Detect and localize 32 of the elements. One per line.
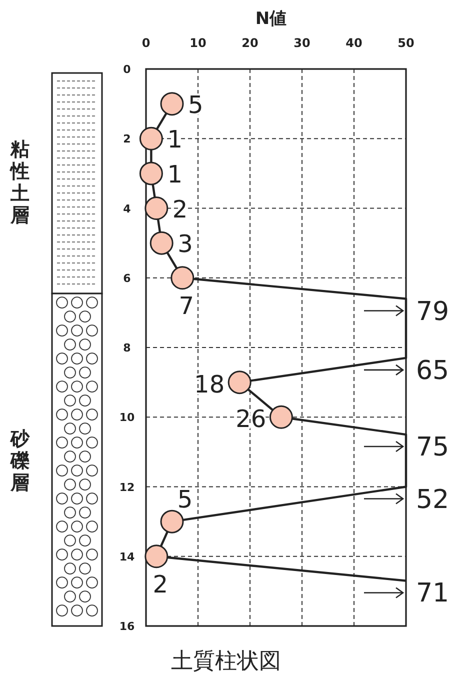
- annotation: 75: [416, 432, 450, 463]
- data-label: 5: [177, 486, 193, 514]
- annotation: 粘性土層: [10, 138, 30, 226]
- x-axis-title: N値: [255, 9, 287, 29]
- data-label: 5: [188, 90, 204, 119]
- annotation: 52: [416, 484, 450, 515]
- x-tick-label: 20: [242, 36, 258, 50]
- data-label: 3: [178, 230, 193, 258]
- x-tick-label: 50: [398, 36, 414, 50]
- y-tick-label: 6: [123, 272, 132, 285]
- y-tick-label: 4: [123, 202, 132, 216]
- annotation: 砂礫層: [10, 428, 30, 494]
- y-tick-label: 12: [119, 480, 135, 494]
- text: 土質柱状図: [171, 649, 281, 674]
- y-tick-label: 2: [123, 132, 131, 146]
- y-tick-label: 16: [119, 620, 135, 633]
- y-tick-label: 0: [123, 63, 132, 76]
- data-label: 1: [167, 160, 182, 188]
- x-tick-label: 30: [294, 36, 310, 50]
- annotation: 71: [416, 578, 450, 609]
- y-tick-label: 14: [119, 550, 135, 564]
- data-label: 7: [178, 292, 194, 320]
- data-label: 2: [152, 570, 168, 598]
- data-label: 1: [167, 126, 182, 154]
- x-tick-label: 0: [142, 36, 150, 50]
- y-tick-label: 10: [119, 411, 135, 424]
- x-tick-label: 10: [190, 36, 206, 50]
- annotation: 79: [416, 296, 450, 327]
- x-tick-label: 40: [346, 36, 362, 50]
- y-tick-label: 8: [123, 342, 131, 354]
- data-label: 18: [194, 370, 225, 398]
- annotation: 65: [416, 356, 450, 386]
